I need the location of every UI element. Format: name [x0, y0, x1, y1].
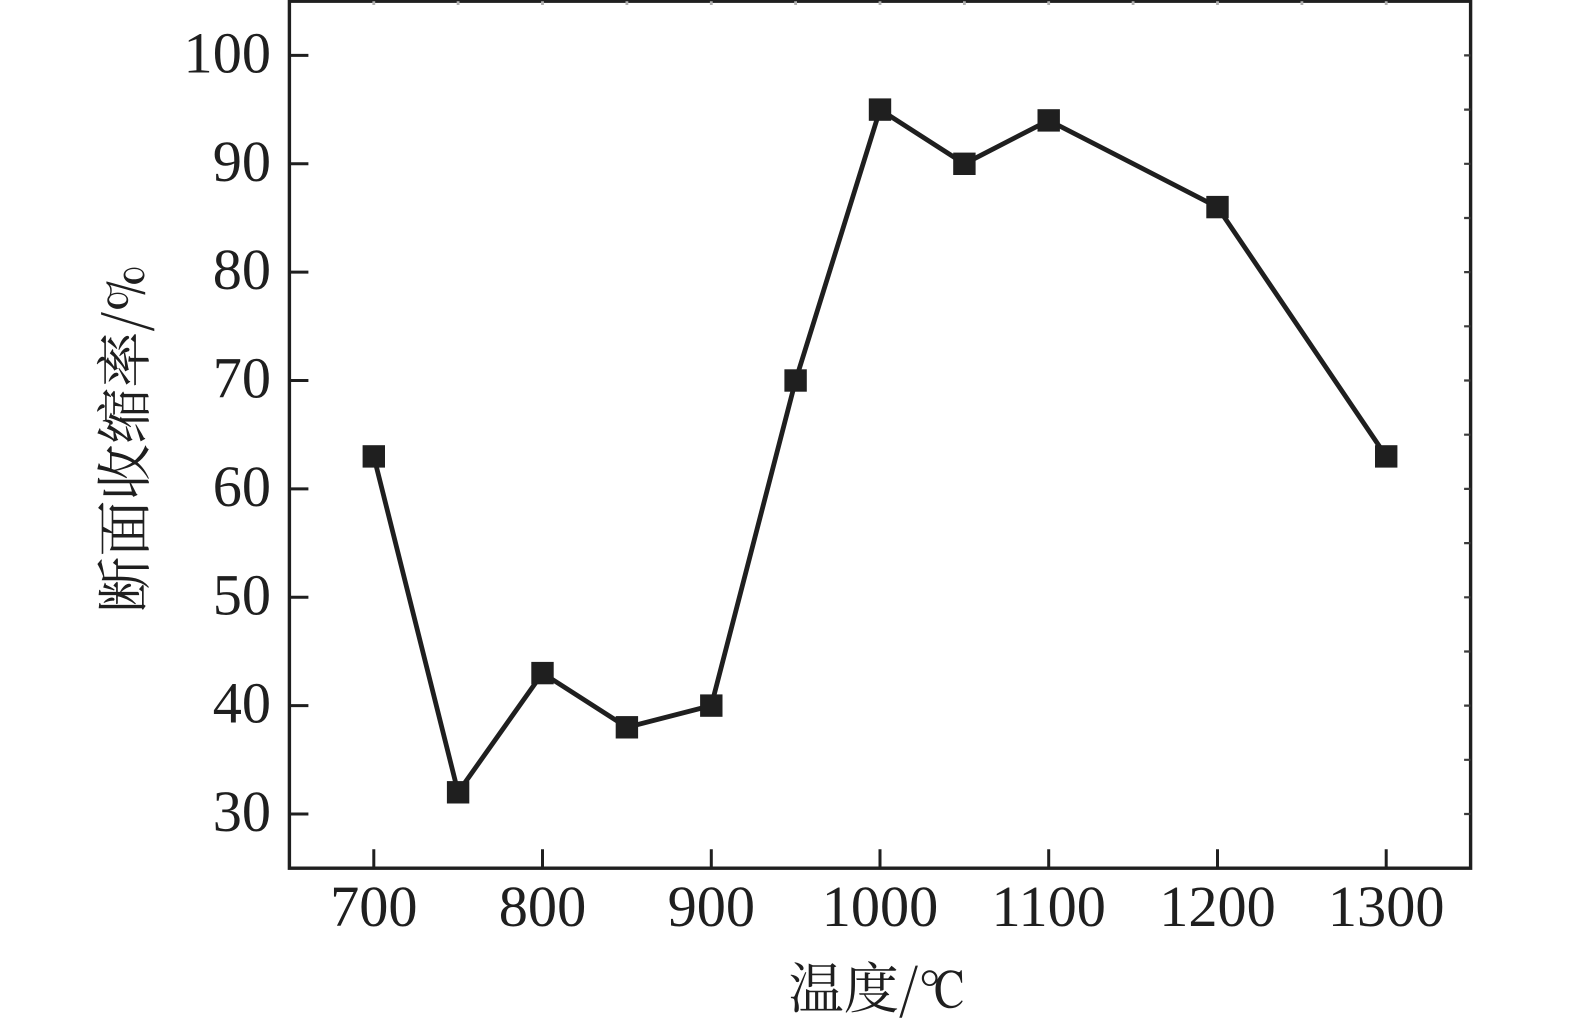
svg-text:40: 40 — [213, 671, 271, 736]
svg-text:80: 80 — [213, 237, 271, 302]
svg-text:70: 70 — [213, 346, 271, 411]
svg-text:100: 100 — [184, 20, 271, 85]
svg-text:1300: 1300 — [1328, 874, 1445, 939]
svg-text:1200: 1200 — [1159, 874, 1276, 939]
svg-text:800: 800 — [499, 874, 586, 939]
svg-text:50: 50 — [213, 562, 271, 627]
svg-text:90: 90 — [213, 129, 271, 194]
svg-text:700: 700 — [330, 874, 417, 939]
svg-text:30: 30 — [213, 779, 271, 844]
svg-text:1000: 1000 — [822, 874, 939, 939]
svg-text:1100: 1100 — [991, 874, 1105, 939]
svg-text:900: 900 — [668, 874, 755, 939]
svg-text:60: 60 — [213, 454, 271, 519]
